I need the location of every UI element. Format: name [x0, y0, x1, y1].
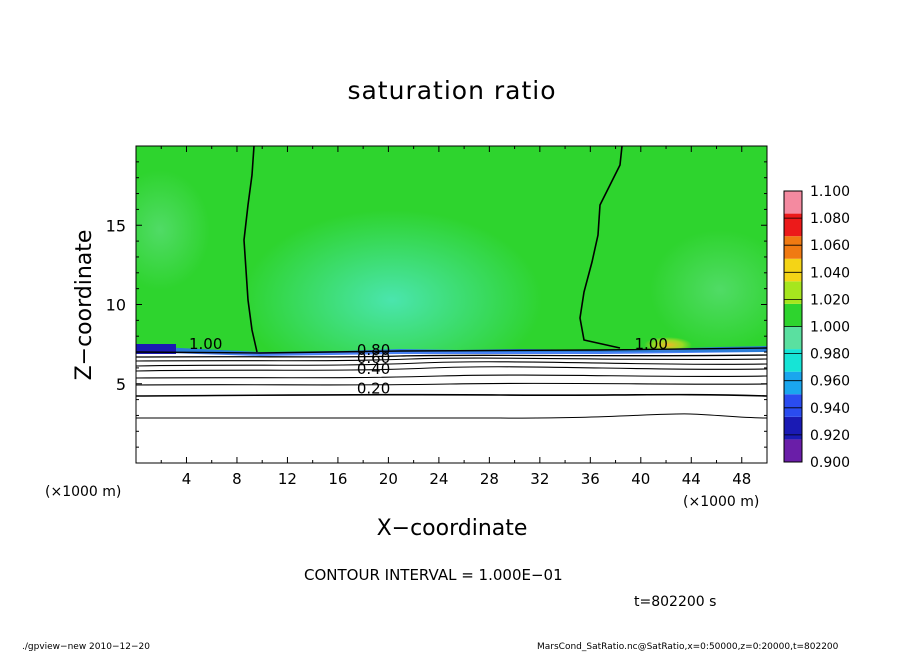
contour-line: [136, 382, 767, 386]
colorbar-swatch: [784, 303, 802, 327]
contour-label: 1.00: [189, 335, 222, 353]
contour-line-1-00-right: [579, 146, 623, 349]
colorbar-level-label: 0.980: [810, 347, 850, 363]
right-saturation-zone: [650, 230, 767, 350]
x-tick-label: 4: [182, 470, 192, 488]
contour-lines-lower: [136, 354, 767, 419]
colorbar-level-label: 1.040: [810, 265, 850, 281]
boundary-layer-left: [136, 344, 176, 354]
colorbar-swatch: [784, 349, 802, 372]
time-label: t=802200 s: [634, 594, 717, 610]
colorbar-swatch: [784, 213, 802, 237]
x-tick-label: 28: [480, 470, 499, 488]
colorbar-level-label: 1.020: [810, 292, 850, 308]
x-tick-label: 24: [429, 470, 448, 488]
left-saturation-zone: [136, 170, 210, 290]
y-axis-ticks: 5 10 15: [106, 161, 767, 448]
colorbar-swatch: [784, 236, 802, 259]
contour-line: [136, 366, 767, 372]
colorbar-level-label: 1.000: [810, 320, 850, 336]
contour-label: 0.60: [357, 349, 390, 367]
x-unit-label-right: (×1000 m): [683, 494, 759, 510]
x-tick-label: 36: [581, 470, 600, 488]
contour-labels: 1.00 0.800.600.400.20 1.00: [189, 335, 668, 397]
low-saturation-zone: [242, 210, 542, 390]
contour-label: 0.40: [357, 360, 390, 378]
chart-title: saturation ratio: [347, 76, 557, 105]
footer-right: MarsCond_SatRatio.nc@SatRatio,x=0:50000,…: [537, 642, 839, 652]
contour-line: [136, 354, 767, 358]
colorbar-level-label: 0.940: [810, 401, 850, 417]
y-tick-label: 10: [106, 296, 126, 315]
colorbar-level-label: 0.920: [810, 428, 850, 444]
x-tick-label: 16: [328, 470, 347, 488]
colorbar-level-label: 1.080: [810, 211, 850, 227]
x-unit-label-left: (×1000 m): [45, 484, 121, 500]
contour-line: [136, 393, 767, 397]
x-tick-label: 12: [278, 470, 297, 488]
x-axis-label: X−coordinate: [377, 516, 528, 541]
colorbar-level-label: 1.100: [810, 184, 850, 200]
contour-label: 1.00: [634, 335, 667, 353]
colorbar-level-label: 0.900: [810, 455, 850, 471]
colorbar-swatch: [784, 191, 802, 214]
colorbar-swatch: [784, 326, 802, 350]
y-axis-label: Z−coordinate: [72, 230, 97, 381]
contour-line: [136, 361, 767, 367]
contour-line: [136, 413, 767, 419]
x-tick-label: 44: [682, 470, 701, 488]
footer-left: ./gpview−new 2010−12−20: [22, 642, 150, 652]
x-tick-label: 32: [530, 470, 549, 488]
contour-line: [136, 374, 767, 379]
colorbar-swatch: [784, 281, 802, 304]
colorbar-swatch: [784, 371, 802, 395]
x-tick-label: 20: [379, 470, 398, 488]
y-tick-label: 5: [116, 375, 126, 394]
contour-line: [136, 357, 767, 362]
colorbar-level-label: 0.960: [810, 374, 850, 390]
colorbar-level-label: 1.060: [810, 238, 850, 254]
contour-label: 0.20: [357, 379, 390, 397]
plot-area: [136, 146, 767, 463]
contour-line-1-00-left: [243, 146, 258, 353]
colorbar-swatch: [784, 258, 802, 282]
contour-line-1-00-base: [136, 347, 767, 354]
x-axis-ticks: 4 8 12 16 20 24 28 32 36 40 44 48: [160, 146, 751, 488]
colorbar-swatch: [784, 394, 802, 417]
contour-interval-note: CONTOUR INTERVAL = 1.000E−01: [304, 566, 563, 584]
contour-label: 0.80: [357, 341, 390, 359]
colorbar-swatch: [784, 416, 802, 440]
colorbar: 0.900 0.920 0.940 0.960 0.980 1.000 1.020 1.040…: [783, 184, 850, 471]
y-tick-label: 15: [106, 216, 126, 235]
x-tick-label: 40: [631, 470, 650, 488]
x-tick-label: 8: [232, 470, 242, 488]
x-tick-label: 48: [732, 470, 751, 488]
colorbar-swatch: [784, 439, 802, 462]
